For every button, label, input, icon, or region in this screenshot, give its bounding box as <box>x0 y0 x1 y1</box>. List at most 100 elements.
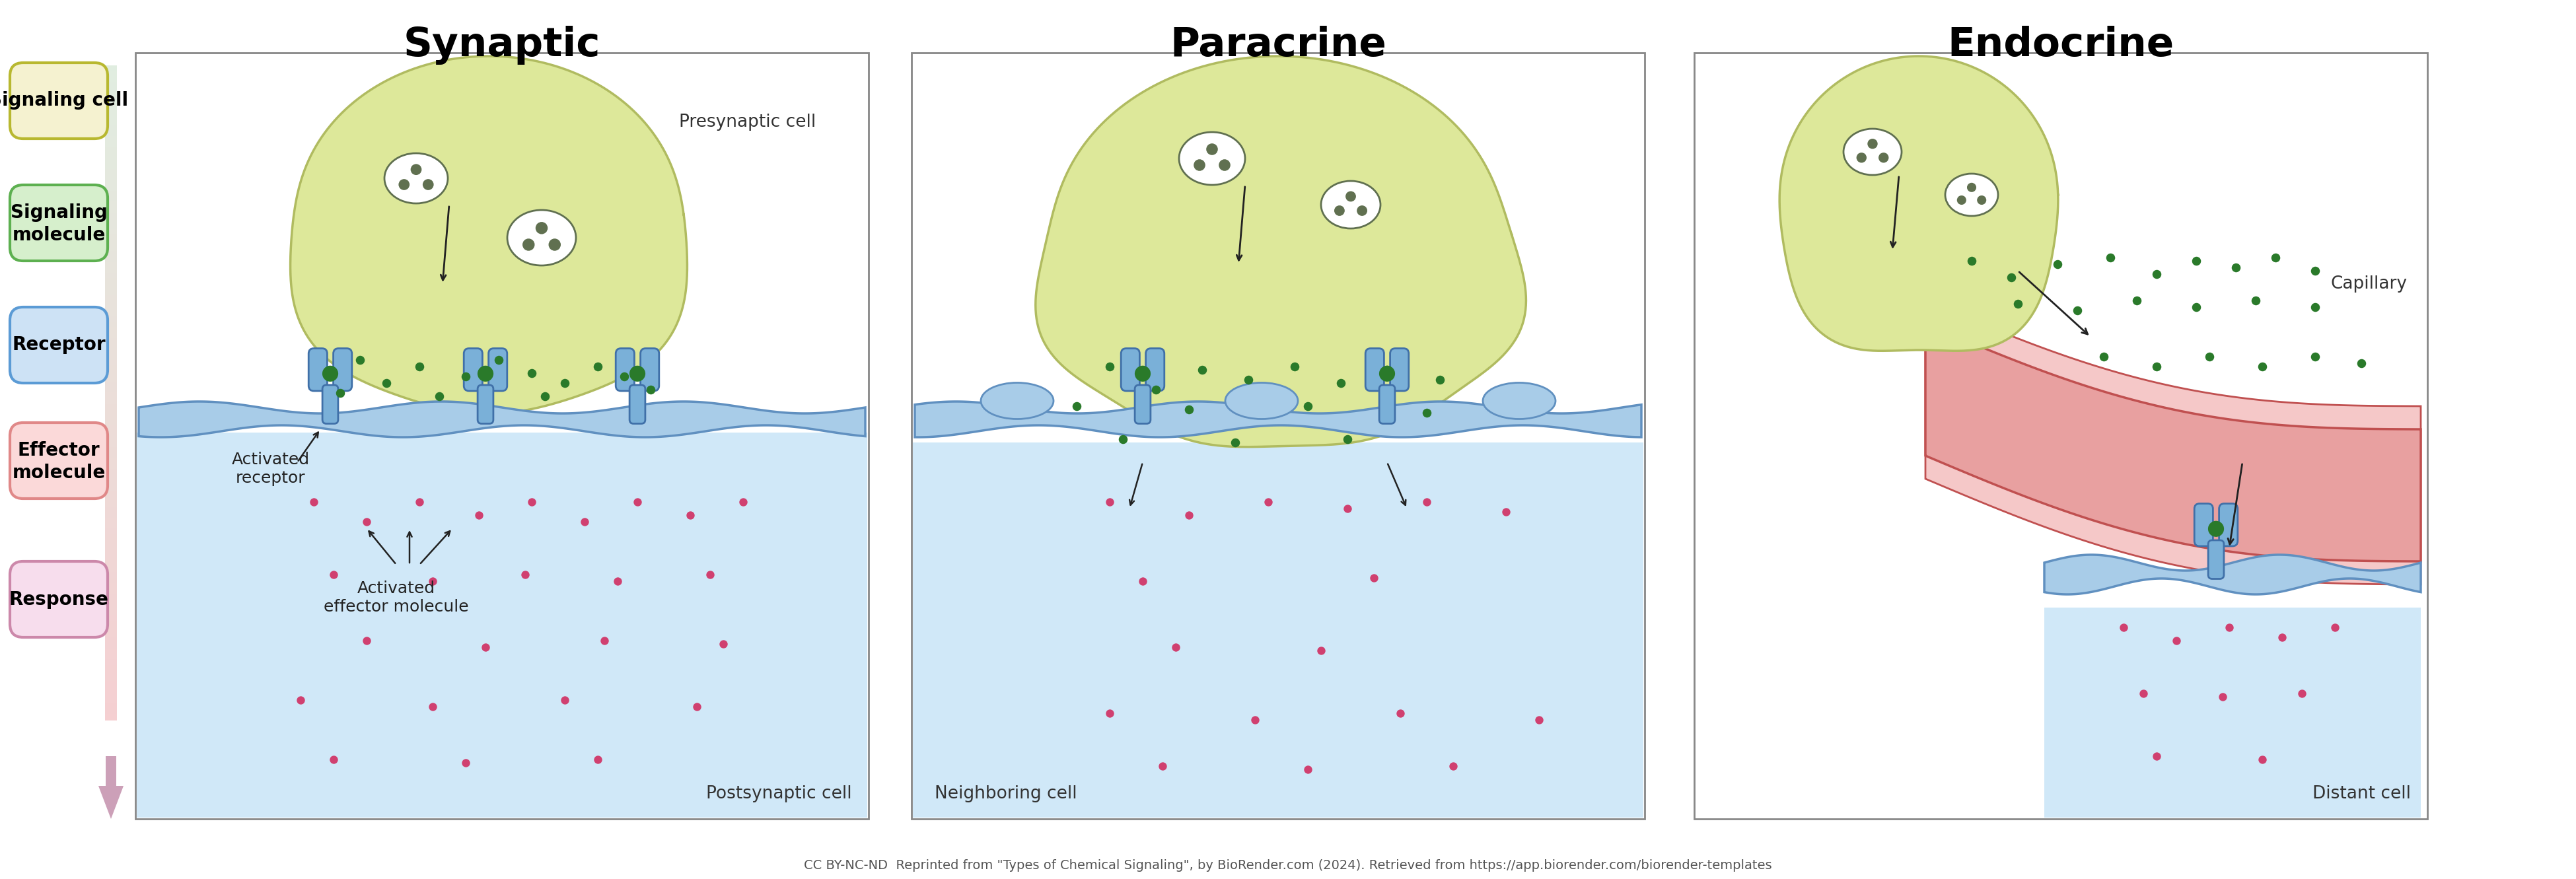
Bar <box>106 528 116 535</box>
Text: Effector: Effector <box>18 441 100 460</box>
Ellipse shape <box>384 153 448 203</box>
Bar <box>106 322 116 328</box>
Ellipse shape <box>1484 382 1556 419</box>
Bar <box>106 267 116 273</box>
Bar <box>106 136 116 143</box>
Bar <box>106 523 116 530</box>
Bar <box>106 142 116 149</box>
Circle shape <box>2208 521 2223 537</box>
FancyBboxPatch shape <box>464 348 482 391</box>
FancyBboxPatch shape <box>641 348 659 391</box>
Bar <box>106 92 116 99</box>
Bar <box>106 479 116 486</box>
Bar <box>106 425 116 432</box>
Circle shape <box>1857 153 1868 163</box>
Bar <box>106 512 116 519</box>
Bar <box>106 605 116 612</box>
Circle shape <box>1378 366 1396 381</box>
Bar <box>106 708 116 715</box>
Bar <box>106 670 116 677</box>
Bar <box>106 191 116 198</box>
Point <box>2295 300 2336 314</box>
Bar <box>106 289 116 295</box>
Bar <box>912 53 1643 819</box>
Point <box>1517 713 1558 727</box>
Circle shape <box>1345 191 1355 201</box>
Point <box>2295 350 2336 364</box>
Bar <box>106 305 116 312</box>
FancyBboxPatch shape <box>10 62 108 139</box>
Circle shape <box>1968 183 1976 193</box>
Point <box>585 634 626 648</box>
FancyBboxPatch shape <box>1365 348 1383 391</box>
Bar <box>106 588 116 595</box>
Point <box>2241 752 2282 766</box>
Point <box>677 700 719 714</box>
Text: Presynaptic cell: Presynaptic cell <box>680 113 817 131</box>
Point <box>294 495 335 509</box>
Bar <box>106 153 116 159</box>
Bar <box>106 458 116 464</box>
Point <box>505 568 546 582</box>
Point <box>412 574 453 588</box>
Point <box>2102 621 2143 635</box>
Point <box>564 515 605 529</box>
Bar <box>106 229 116 236</box>
Point <box>2123 686 2164 701</box>
Point <box>345 515 386 529</box>
Point <box>2084 350 2125 364</box>
Ellipse shape <box>1180 132 1244 185</box>
Point <box>510 366 551 380</box>
Circle shape <box>1878 153 1888 163</box>
FancyBboxPatch shape <box>2208 541 2223 579</box>
Bar <box>106 452 116 459</box>
Polygon shape <box>1780 56 2058 351</box>
Bar <box>106 627 116 634</box>
Bar <box>106 441 116 448</box>
Point <box>1182 363 1224 377</box>
FancyBboxPatch shape <box>10 562 108 637</box>
Bar <box>106 501 116 508</box>
Text: Synaptic: Synaptic <box>404 25 600 64</box>
Bar <box>106 714 116 721</box>
FancyBboxPatch shape <box>322 385 337 424</box>
Bar <box>106 654 116 661</box>
Bar <box>106 218 116 225</box>
Bar <box>106 316 116 323</box>
Polygon shape <box>914 402 1641 437</box>
Point <box>1170 403 1211 417</box>
Bar <box>106 327 116 334</box>
Point <box>2136 267 2177 281</box>
FancyArrow shape <box>98 756 124 819</box>
Bar <box>106 572 116 579</box>
Bar <box>106 409 116 416</box>
Circle shape <box>549 238 562 251</box>
Point <box>1103 432 1144 447</box>
Bar <box>106 240 116 246</box>
Bar <box>106 692 116 699</box>
Circle shape <box>1976 195 1986 205</box>
Point <box>2241 360 2282 374</box>
Point <box>2038 258 2079 272</box>
Bar <box>106 354 116 361</box>
Bar <box>106 104 116 110</box>
Point <box>2342 356 2383 370</box>
Point <box>420 389 461 403</box>
Text: molecule: molecule <box>13 226 106 244</box>
Point <box>703 637 744 651</box>
Bar <box>106 278 116 285</box>
Bar <box>106 567 116 573</box>
Bar <box>106 332 116 339</box>
Bar <box>106 343 116 350</box>
FancyBboxPatch shape <box>10 185 108 261</box>
Bar <box>106 649 116 655</box>
Polygon shape <box>2045 555 2421 594</box>
Point <box>2115 294 2156 308</box>
Point <box>464 640 505 654</box>
FancyBboxPatch shape <box>1378 385 1396 424</box>
Circle shape <box>1133 366 1151 381</box>
Point <box>2089 251 2130 265</box>
Point <box>1229 373 1270 387</box>
Text: Signaling: Signaling <box>10 203 108 222</box>
Text: Endocrine: Endocrine <box>1947 25 2174 64</box>
